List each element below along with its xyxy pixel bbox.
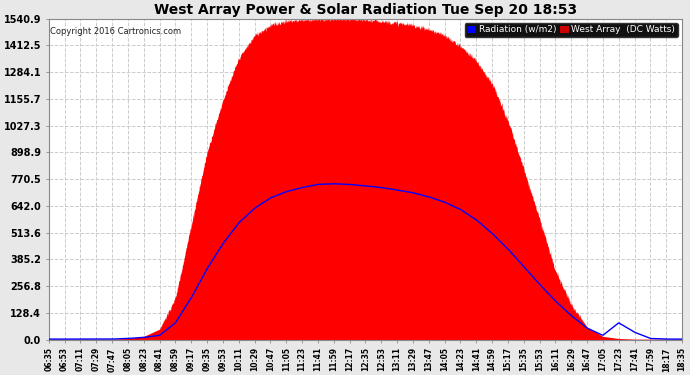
Title: West Array Power & Solar Radiation Tue Sep 20 18:53: West Array Power & Solar Radiation Tue S… bbox=[154, 3, 577, 18]
Text: Copyright 2016 Cartronics.com: Copyright 2016 Cartronics.com bbox=[50, 27, 181, 36]
Legend: Radiation (w/m2), West Array  (DC Watts): Radiation (w/m2), West Array (DC Watts) bbox=[464, 23, 678, 37]
